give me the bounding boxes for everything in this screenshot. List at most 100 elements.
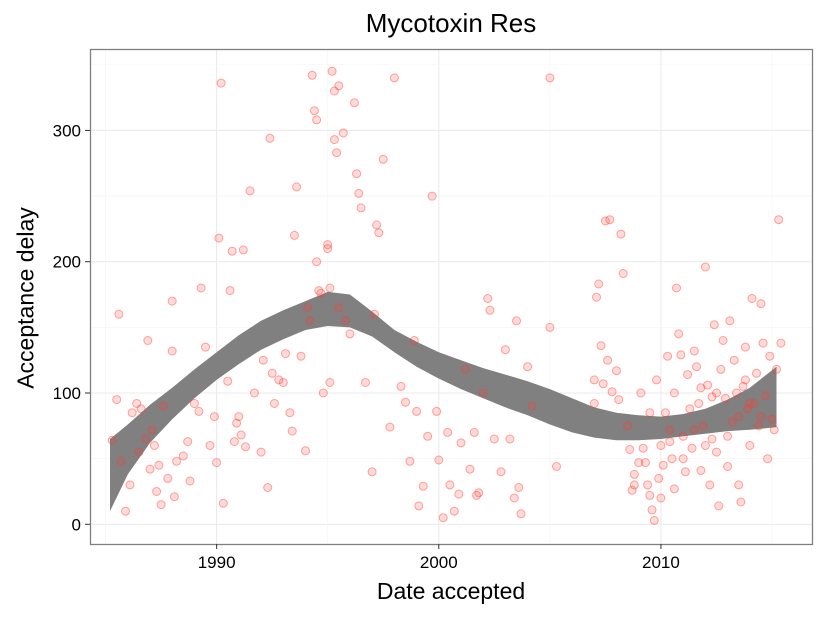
data-point bbox=[396, 381, 406, 391]
data-point bbox=[356, 203, 366, 213]
data-point bbox=[720, 393, 730, 403]
data-point bbox=[747, 294, 757, 303]
data-point bbox=[414, 501, 424, 511]
data-point bbox=[445, 480, 455, 490]
data-point bbox=[638, 443, 648, 453]
data-point bbox=[329, 86, 339, 96]
data-point bbox=[385, 422, 395, 432]
data-point bbox=[660, 408, 670, 418]
data-point bbox=[256, 447, 266, 457]
data-point bbox=[121, 506, 130, 516]
data-point bbox=[223, 376, 233, 386]
data-point bbox=[669, 388, 679, 398]
data-point bbox=[758, 338, 768, 348]
data-point bbox=[756, 412, 766, 422]
data-point bbox=[234, 412, 244, 422]
data-point bbox=[352, 169, 362, 179]
data-point bbox=[158, 401, 168, 411]
data-point bbox=[474, 488, 484, 498]
data-point bbox=[147, 425, 157, 435]
data-point bbox=[323, 244, 333, 254]
data-point bbox=[714, 501, 724, 511]
data-point bbox=[156, 500, 166, 510]
y-tick-label: 300 bbox=[53, 121, 81, 140]
data-point bbox=[689, 346, 699, 356]
data-point bbox=[145, 464, 155, 474]
data-point bbox=[269, 399, 279, 408]
data-point bbox=[278, 378, 288, 387]
data-point bbox=[209, 412, 219, 422]
data-point bbox=[629, 469, 639, 479]
data-point bbox=[332, 148, 342, 158]
data-point bbox=[127, 408, 137, 418]
data-point bbox=[225, 286, 235, 296]
data-point bbox=[307, 70, 317, 80]
data-point bbox=[732, 388, 741, 398]
data-point bbox=[516, 509, 526, 519]
data-point bbox=[314, 286, 324, 296]
data-point bbox=[216, 78, 226, 88]
data-point bbox=[389, 73, 399, 83]
data-point bbox=[265, 133, 275, 143]
data-point bbox=[774, 215, 784, 225]
data-point bbox=[707, 392, 717, 402]
data-point bbox=[696, 383, 706, 393]
data-point bbox=[238, 245, 248, 255]
data-point bbox=[249, 388, 259, 398]
data-point bbox=[627, 485, 637, 495]
data-point bbox=[512, 316, 521, 326]
data-point bbox=[680, 467, 690, 477]
data-point bbox=[712, 388, 721, 398]
data-point bbox=[152, 487, 162, 496]
data-point bbox=[645, 490, 655, 500]
data-point bbox=[327, 66, 337, 76]
data-point bbox=[623, 421, 633, 431]
data-point bbox=[514, 483, 524, 492]
data-point bbox=[612, 366, 621, 376]
data-point bbox=[716, 364, 726, 374]
plot-border bbox=[89, 48, 814, 546]
data-point bbox=[334, 81, 344, 91]
data-point bbox=[305, 316, 315, 326]
data-point bbox=[341, 316, 350, 326]
data-point bbox=[736, 497, 746, 507]
data-point bbox=[301, 446, 310, 456]
data-point bbox=[596, 341, 606, 351]
data-point bbox=[241, 442, 250, 452]
data-point bbox=[274, 375, 284, 385]
data-point bbox=[143, 336, 153, 345]
data-point bbox=[354, 188, 364, 198]
data-point bbox=[523, 362, 533, 372]
data-point bbox=[678, 454, 688, 464]
data-point bbox=[227, 246, 237, 256]
data-point bbox=[685, 404, 695, 414]
data-point bbox=[361, 378, 370, 387]
data-point bbox=[325, 283, 335, 293]
x-tick-label: 1990 bbox=[198, 553, 236, 572]
data-point bbox=[625, 445, 635, 454]
data-point bbox=[600, 216, 610, 226]
data-point bbox=[700, 262, 710, 272]
data-point bbox=[232, 418, 242, 428]
data-point bbox=[740, 375, 750, 385]
data-point bbox=[432, 406, 442, 416]
data-point bbox=[552, 462, 561, 471]
data-point bbox=[754, 421, 764, 431]
y-tick-label: 100 bbox=[53, 384, 81, 403]
data-point bbox=[667, 454, 677, 464]
data-point bbox=[723, 462, 733, 471]
data-point bbox=[700, 441, 710, 450]
data-point bbox=[745, 399, 755, 408]
data-point bbox=[309, 106, 319, 116]
data-point bbox=[725, 316, 735, 326]
data-point bbox=[438, 513, 448, 523]
chart-title: Mycotoxin Res bbox=[365, 8, 537, 38]
trend-band bbox=[110, 291, 777, 512]
data-point bbox=[136, 404, 146, 414]
data-point bbox=[485, 305, 495, 315]
data-point bbox=[734, 412, 744, 422]
data-point bbox=[663, 351, 673, 361]
data-point bbox=[749, 399, 759, 408]
data-point bbox=[245, 186, 255, 196]
